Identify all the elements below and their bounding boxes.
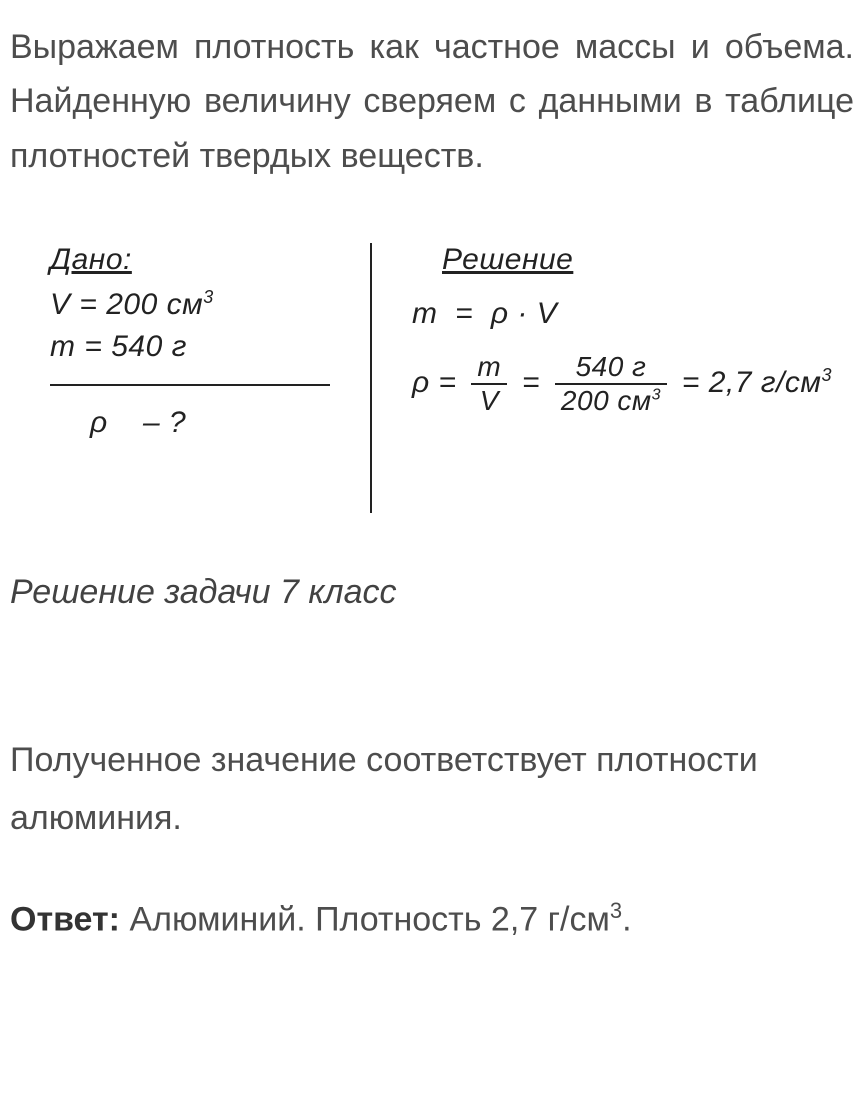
frac-sym-den: V [471, 385, 507, 417]
given-mass: m = 540 г [50, 330, 370, 364]
volume-var: V [50, 288, 71, 321]
solution-block: Дано: V = 200 см3 m = 540 г ρ – ? Решени… [10, 243, 854, 513]
given-column: Дано: V = 200 см3 m = 540 г ρ – ? [10, 243, 370, 513]
eq2-lhs: ρ [412, 366, 430, 399]
given-volume: V = 200 см3 [50, 287, 370, 322]
volume-value: 200 [106, 288, 158, 321]
eq2-result-base: 2,7 г/см [709, 366, 822, 399]
volume-unit-base: см [167, 288, 204, 321]
answer-text-base: Алюминий. Плотность 2,7 г/см [120, 900, 610, 938]
given-separator [50, 384, 330, 386]
volume-unit-exp: 3 [203, 287, 214, 307]
conclusion-paragraph: Полученное значение соответствует плотно… [10, 732, 854, 848]
equation-2: ρ = m V = 540 г 200 см3 = 2,7 г/см3 [412, 351, 854, 417]
equation-1: m = ρ · V [412, 297, 854, 331]
intro-paragraph: Выражаем плотность как частное массы и о… [10, 20, 854, 183]
frac-numeric: 540 г 200 см3 [555, 351, 667, 417]
frac-num-den: 200 см3 [555, 385, 667, 417]
solution-label: Решение [412, 243, 854, 277]
frac-sym-num: m [471, 351, 507, 385]
unknown-mark: – ? [143, 406, 186, 439]
eq2-result-exp: 3 [821, 365, 832, 385]
figure-caption: Решение задачи 7 класс [10, 573, 854, 612]
given-label: Дано: [50, 243, 370, 277]
answer-text-end: . [622, 900, 631, 938]
unknown-line: ρ – ? [50, 406, 370, 440]
mass-value: 540 [111, 330, 163, 363]
eq1-rhs: ρ · V [491, 297, 557, 330]
mass-unit: г [172, 330, 187, 363]
answer-line: Ответ: Алюминий. Плотность 2,7 г/см3. [10, 898, 854, 939]
frac-symbolic: m V [471, 351, 507, 417]
eq1-lhs: m [412, 297, 438, 330]
answer-label: Ответ: [10, 900, 120, 938]
frac-num-num: 540 г [555, 351, 667, 385]
unknown-var: ρ [90, 406, 108, 439]
calculation-column: Решение m = ρ · V ρ = m V = 540 г 200 см… [372, 243, 854, 513]
mass-var: m [50, 330, 76, 363]
answer-text-exp: 3 [610, 898, 622, 923]
